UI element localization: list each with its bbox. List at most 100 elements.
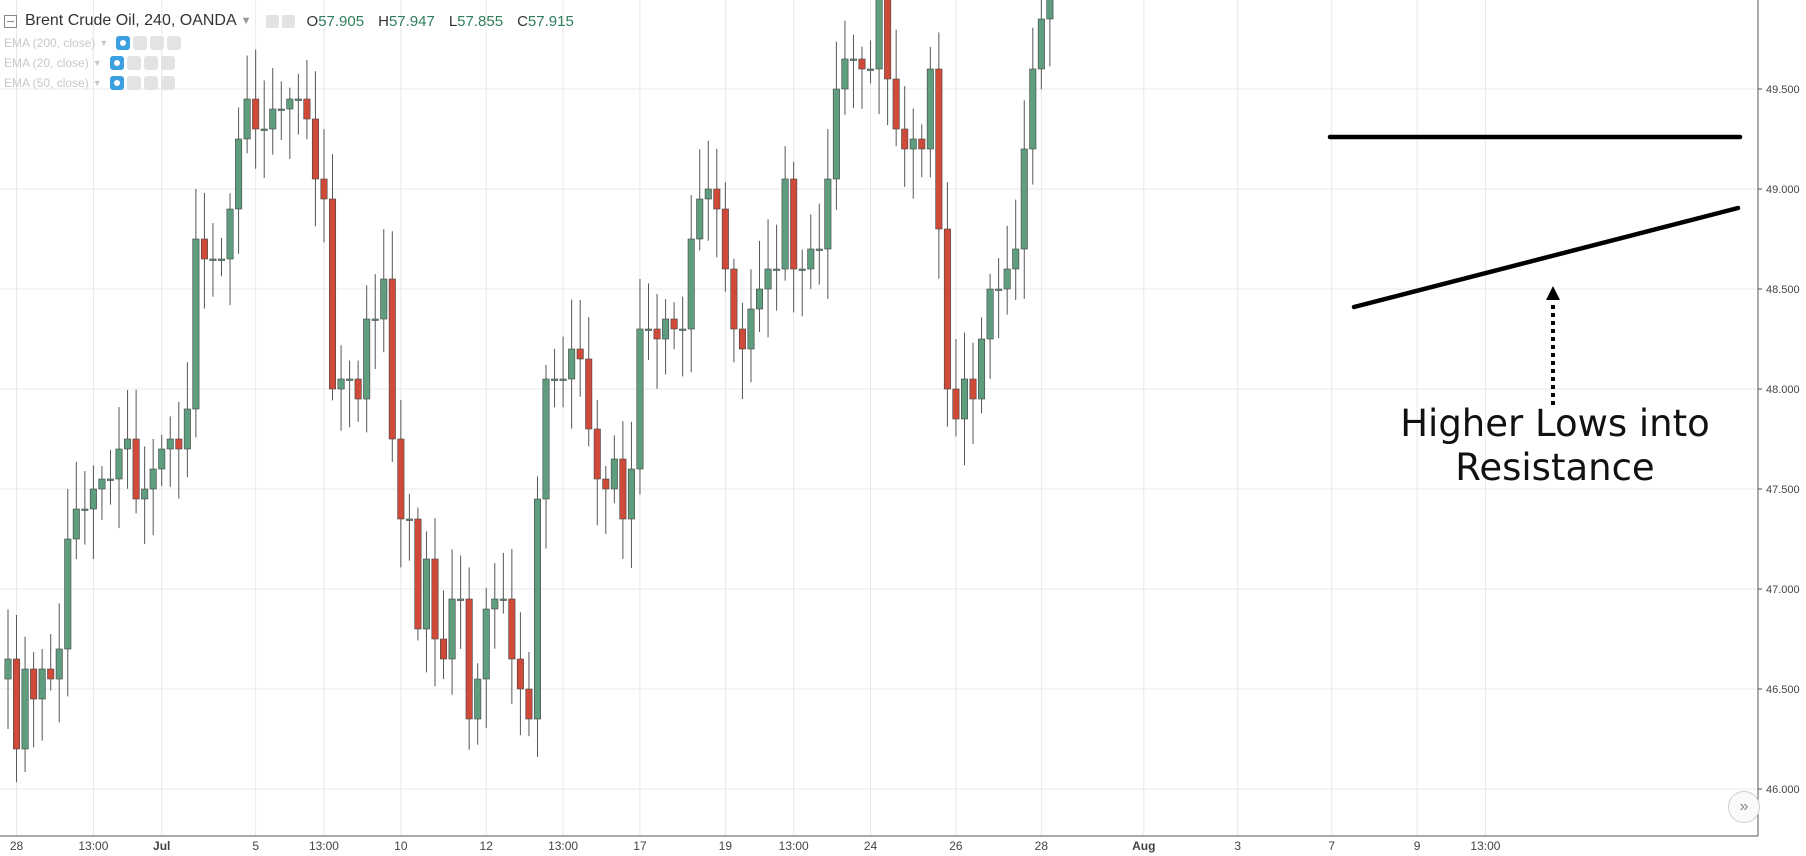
candle[interactable]: [568, 299, 576, 429]
candle[interactable]: [380, 229, 388, 353]
candle[interactable]: [969, 342, 977, 444]
candle[interactable]: [311, 71, 319, 227]
candle[interactable]: [884, 0, 892, 126]
candle[interactable]: [918, 124, 926, 178]
candle[interactable]: [627, 421, 635, 569]
candle[interactable]: [832, 41, 840, 210]
candle[interactable]: [149, 438, 157, 536]
candle[interactable]: [320, 129, 328, 243]
candle[interactable]: [790, 161, 798, 313]
candle[interactable]: [960, 332, 968, 466]
candle[interactable]: [397, 399, 405, 568]
candle[interactable]: [98, 466, 106, 520]
candle[interactable]: [704, 140, 712, 241]
candle[interactable]: [824, 129, 832, 299]
eye-icon[interactable]: [265, 14, 279, 28]
candle[interactable]: [696, 149, 704, 251]
candle[interactable]: [662, 298, 670, 375]
candle[interactable]: [175, 401, 183, 499]
candle[interactable]: [499, 552, 507, 614]
candle[interactable]: [986, 273, 994, 379]
candle[interactable]: [405, 493, 413, 561]
indicator-label[interactable]: EMA (20, close): [4, 56, 89, 70]
candle[interactable]: [192, 189, 200, 438]
candle[interactable]: [4, 609, 12, 729]
candle[interactable]: [158, 434, 166, 487]
candle[interactable]: [943, 182, 951, 427]
candle[interactable]: [30, 652, 38, 748]
chevron-down-icon[interactable]: ▼: [92, 78, 102, 88]
candle[interactable]: [815, 203, 823, 285]
candle[interactable]: [277, 81, 285, 140]
eye-icon[interactable]: [109, 56, 124, 70]
chevron-down-icon[interactable]: ▼: [92, 58, 102, 68]
eye-icon[interactable]: [109, 76, 124, 90]
plus-icon[interactable]: [143, 56, 158, 70]
gear-icon[interactable]: [133, 36, 148, 50]
candle[interactable]: [363, 285, 371, 433]
collapse-icon[interactable]: [4, 14, 17, 28]
candle[interactable]: [721, 182, 729, 292]
candle[interactable]: [448, 549, 456, 695]
candle[interactable]: [892, 29, 900, 147]
close-icon[interactable]: [167, 36, 182, 50]
gear-icon[interactable]: [126, 56, 141, 70]
candle[interactable]: [875, 0, 883, 114]
candle[interactable]: [38, 649, 46, 741]
candle[interactable]: [72, 461, 80, 560]
candle[interactable]: [252, 49, 260, 169]
gear-icon[interactable]: [126, 76, 141, 90]
candle[interactable]: [807, 214, 815, 290]
candle[interactable]: [141, 446, 149, 544]
candle[interactable]: [619, 421, 627, 559]
candle[interactable]: [525, 651, 533, 737]
candle[interactable]: [294, 73, 302, 135]
scroll-to-realtime-button[interactable]: »: [1728, 791, 1760, 823]
candle[interactable]: [13, 614, 21, 783]
candle[interactable]: [465, 567, 473, 750]
candle[interactable]: [422, 531, 430, 673]
candle[interactable]: [841, 20, 849, 115]
candle[interactable]: [867, 40, 875, 84]
candle[interactable]: [670, 302, 678, 350]
candle[interactable]: [371, 274, 379, 369]
higher-lows-trendline[interactable]: [1351, 205, 1741, 310]
chevron-down-icon[interactable]: ▼: [240, 15, 252, 27]
candle[interactable]: [576, 300, 584, 397]
close-icon[interactable]: [160, 76, 175, 90]
candle[interactable]: [516, 612, 524, 736]
candle[interactable]: [978, 317, 986, 414]
candle[interactable]: [756, 240, 764, 333]
candle[interactable]: [64, 489, 72, 697]
candle[interactable]: [303, 59, 311, 140]
candle[interactable]: [388, 231, 396, 462]
candle[interactable]: [226, 193, 234, 306]
candle[interactable]: [926, 46, 934, 178]
candle[interactable]: [713, 148, 721, 258]
candle[interactable]: [482, 587, 490, 729]
gear-icon[interactable]: [281, 14, 295, 28]
candle[interactable]: [747, 269, 755, 383]
indicator-label[interactable]: EMA (200, close): [4, 36, 96, 50]
candle[interactable]: [346, 360, 354, 428]
candle[interactable]: [414, 507, 422, 641]
candle[interactable]: [1012, 199, 1020, 300]
close-icon[interactable]: [160, 56, 175, 70]
candle[interactable]: [47, 633, 55, 691]
candle[interactable]: [124, 390, 132, 489]
candle[interactable]: [1020, 100, 1028, 299]
candle[interactable]: [269, 68, 277, 155]
candle[interactable]: [200, 192, 208, 309]
candle[interactable]: [952, 339, 960, 437]
symbol-title[interactable]: Brent Crude Oil, 240, OANDA: [25, 12, 237, 29]
candle[interactable]: [1003, 225, 1011, 315]
candle[interactable]: [585, 317, 593, 447]
candle[interactable]: [764, 219, 772, 338]
candle[interactable]: [431, 518, 439, 687]
candle[interactable]: [636, 279, 644, 495]
candle[interactable]: [1029, 27, 1037, 185]
candle[interactable]: [551, 348, 559, 408]
candle[interactable]: [218, 237, 226, 277]
candle[interactable]: [508, 549, 516, 704]
